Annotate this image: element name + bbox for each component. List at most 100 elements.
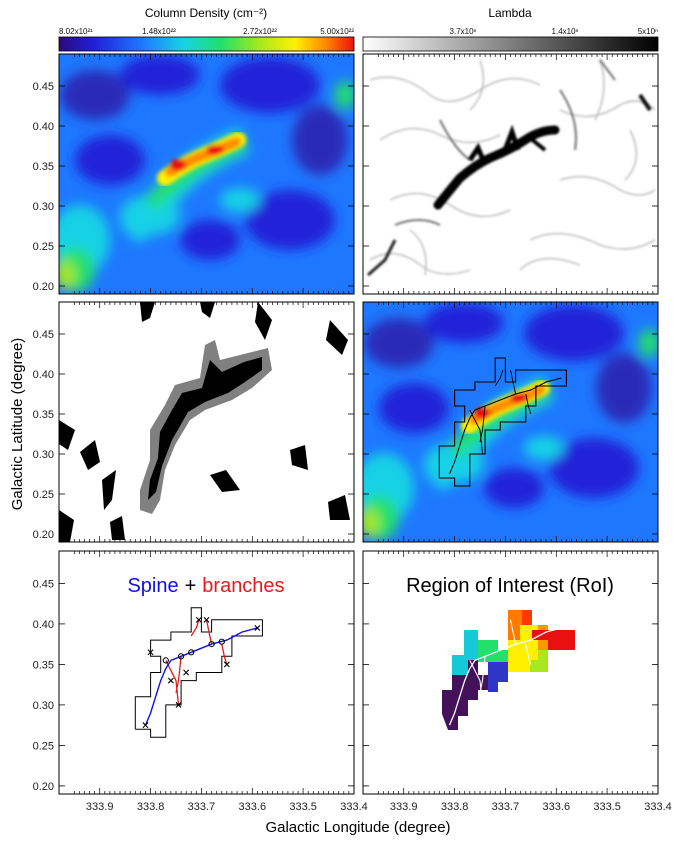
mask-black-core bbox=[148, 357, 262, 500]
x-tick-label: 333.4 bbox=[340, 801, 368, 813]
endpoint-marker bbox=[183, 669, 190, 676]
y-tick-label: 0.45 bbox=[33, 81, 54, 93]
branch-line bbox=[205, 619, 213, 645]
roi-segment bbox=[522, 610, 532, 625]
endpoint-markers bbox=[142, 616, 261, 729]
roi-branch-line bbox=[525, 643, 532, 665]
colorbar-tick-label: 1.4x10ⁿ bbox=[552, 27, 579, 36]
y-tick-label: 0.30 bbox=[33, 449, 54, 461]
x-tick-label: 333.5 bbox=[289, 801, 317, 813]
y-tick-label: 0.35 bbox=[33, 161, 54, 173]
colorbar-tick-label: 3.7x10ⁿ bbox=[450, 27, 477, 36]
y-tick-label: 0.40 bbox=[33, 369, 54, 381]
roi-branch-line bbox=[469, 660, 484, 705]
panel-mask bbox=[59, 302, 354, 542]
y-tick-label: 0.35 bbox=[33, 409, 54, 421]
y-tick-label: 0.40 bbox=[33, 121, 54, 133]
roi-segment bbox=[488, 662, 508, 692]
y-tick-label: 0.30 bbox=[33, 201, 54, 213]
roi-segment bbox=[532, 630, 575, 650]
y-tick-label: 0.45 bbox=[33, 578, 54, 590]
annotation-plus: + bbox=[185, 575, 197, 597]
roi-branch-line bbox=[479, 656, 486, 693]
roi-branch-line bbox=[494, 619, 504, 637]
branch-line bbox=[510, 369, 517, 395]
endpoint-marker bbox=[254, 624, 261, 631]
roi-branch-line bbox=[509, 619, 517, 645]
y-tick-label: 0.30 bbox=[33, 700, 54, 712]
spine-line bbox=[144, 627, 258, 726]
roi-segment bbox=[508, 610, 522, 640]
x-tick-label: 333.7 bbox=[492, 801, 520, 813]
endpoint-marker bbox=[195, 616, 202, 623]
roi-skeleton bbox=[448, 619, 562, 726]
branch-lines bbox=[165, 619, 228, 705]
colorbar-gradient-rainbow bbox=[58, 36, 355, 52]
colorbar-tick-label: 8.02x10²¹ bbox=[59, 27, 93, 36]
branch-line bbox=[190, 619, 200, 637]
colorbar-title-column-density: Column Density (cm⁻²) bbox=[145, 6, 267, 20]
roi-title: Region of Interest (RoI) bbox=[406, 575, 614, 597]
y-tick-label: 0.20 bbox=[33, 529, 54, 541]
endpoint-marker bbox=[175, 701, 182, 708]
roi-segment bbox=[442, 660, 488, 730]
branch-line bbox=[494, 369, 504, 387]
colorbar-tick-label: 2.72x10²² bbox=[243, 27, 277, 36]
y-tick-label: 0.25 bbox=[33, 740, 54, 752]
panel-density-roi bbox=[363, 302, 658, 542]
y-axis-label: Galactic Latitude (degree) bbox=[9, 338, 26, 511]
junction-marker bbox=[188, 649, 195, 656]
colorbar-gradient-gray bbox=[362, 36, 659, 52]
x-tick-label: 333.6 bbox=[543, 801, 571, 813]
x-tick-label: 333.7 bbox=[188, 801, 216, 813]
junction-markers bbox=[162, 638, 225, 664]
junction-marker bbox=[218, 638, 225, 645]
roi-outline bbox=[438, 357, 567, 487]
endpoint-marker bbox=[142, 722, 149, 729]
x-tick-labels: 333.9 333.8 333.7 333.6 333.5 333.4 333.9 333.8… bbox=[86, 801, 672, 813]
y-tick-label: 0.20 bbox=[33, 281, 54, 293]
x-tick-label: 333.9 bbox=[390, 801, 418, 813]
endpoint-marker bbox=[223, 661, 230, 668]
panel-roi bbox=[363, 551, 658, 794]
x-tick-label: 333.5 bbox=[593, 801, 621, 813]
roi-segment bbox=[530, 650, 548, 672]
x-axis-label: Galactic Longitude (degree) bbox=[265, 819, 450, 836]
endpoint-marker bbox=[147, 649, 154, 656]
colorbar-tick-label: 5.00x10²² bbox=[320, 27, 354, 36]
y-tick-label: 0.20 bbox=[33, 781, 54, 793]
colorbar-lambda: Lambda 3.7x10ⁿ 1.4x10ⁿ 5x10ⁿ bbox=[362, 6, 659, 52]
skeleton-branches bbox=[469, 369, 532, 455]
annotation-spine: Spine bbox=[127, 575, 178, 597]
colorbar-tick-label: 1.48x10²² bbox=[142, 27, 176, 36]
annotation-branches: branches bbox=[202, 575, 284, 597]
branch-line bbox=[469, 409, 483, 455]
roi-segment bbox=[508, 625, 538, 672]
junction-marker bbox=[208, 641, 215, 648]
spine-branches-annotation: Spine + branches bbox=[127, 575, 284, 597]
tick-marks bbox=[59, 54, 659, 794]
branch-line bbox=[165, 660, 180, 705]
colorbar-tick-label: 5x10ⁿ bbox=[638, 27, 658, 36]
y-tick-label: 0.45 bbox=[33, 329, 54, 341]
x-tick-label: 333.9 bbox=[86, 801, 114, 813]
endpoint-marker bbox=[167, 677, 174, 684]
junction-marker bbox=[162, 657, 169, 664]
branch-line bbox=[175, 656, 182, 693]
panel-spine-branches bbox=[59, 551, 354, 794]
x-tick-label: 333.4 bbox=[644, 801, 672, 813]
colorbar-column-density: Column Density (cm⁻²) 8.02x10²¹ 1.48x10²… bbox=[58, 6, 355, 52]
endpoint-marker bbox=[203, 616, 210, 623]
branch-line bbox=[479, 405, 486, 443]
panel-lambda bbox=[363, 54, 658, 294]
y-tick-label: 0.40 bbox=[33, 619, 54, 631]
branch-line bbox=[221, 643, 228, 665]
colorbar-title-lambda: Lambda bbox=[488, 6, 532, 20]
y-tick-labels: 0.20 0.25 0.30 0.35 0.40 0.45 0.20 0.25 0.30 0.35… bbox=[33, 81, 54, 793]
x-tick-label: 333.6 bbox=[239, 801, 267, 813]
roi-outline bbox=[134, 607, 263, 738]
branch-line bbox=[525, 393, 532, 415]
panel-column-density bbox=[59, 54, 354, 294]
x-tick-label: 333.8 bbox=[441, 801, 469, 813]
